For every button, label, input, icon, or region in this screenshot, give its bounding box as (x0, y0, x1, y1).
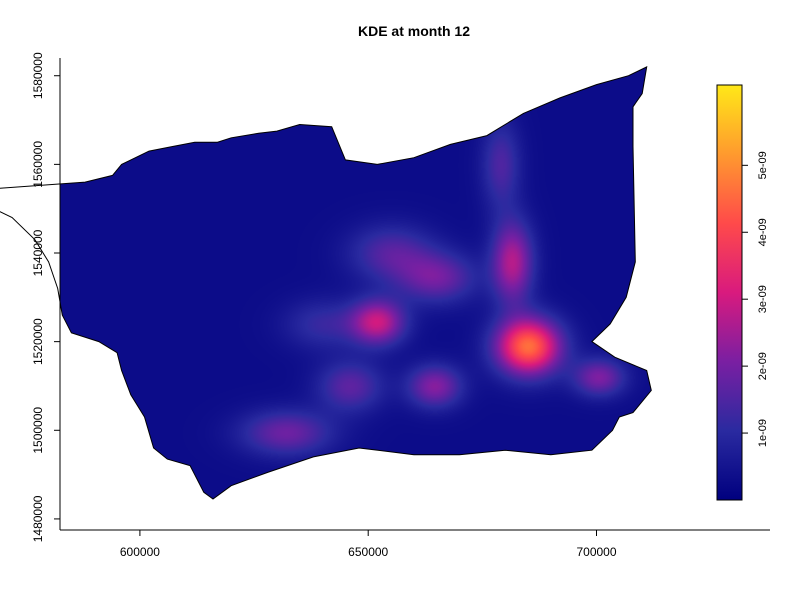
x-tick-label: 600000 (120, 545, 160, 559)
colorbar-tick-label: 4e-09 (757, 218, 769, 246)
chart-title: KDE at month 12 (358, 23, 470, 39)
y-axis: 1480000 1500000 1520000 1540000 1560000 15800… (31, 52, 61, 542)
y-tick-label: 1500000 (31, 407, 45, 454)
y-tick-label: 1540000 (31, 229, 45, 276)
y-tick-label: 1560000 (31, 141, 45, 188)
colorbar: 1e-09 2e-09 3e-09 4e-09 5e-09 (716, 84, 769, 501)
y-tick-label: 1520000 (31, 318, 45, 365)
colorbar-tick-label: 3e-09 (757, 285, 769, 313)
x-tick-label: 650000 (348, 545, 388, 559)
colorbar-tick-label: 2e-09 (757, 352, 769, 380)
colorbar-tick-label: 1e-09 (757, 419, 769, 447)
x-axis: 600000 650000 700000 (60, 529, 770, 559)
colorbar-scale (716, 84, 743, 501)
colorbar-tick-label: 5e-09 (757, 151, 769, 179)
y-tick-label: 1480000 (31, 495, 45, 542)
colorbar-ticks: 1e-09 2e-09 3e-09 4e-09 5e-09 (742, 151, 769, 447)
x-tick-label: 700000 (576, 545, 616, 559)
region-boundary (0, 66, 652, 500)
y-tick-label: 1580000 (31, 52, 45, 99)
